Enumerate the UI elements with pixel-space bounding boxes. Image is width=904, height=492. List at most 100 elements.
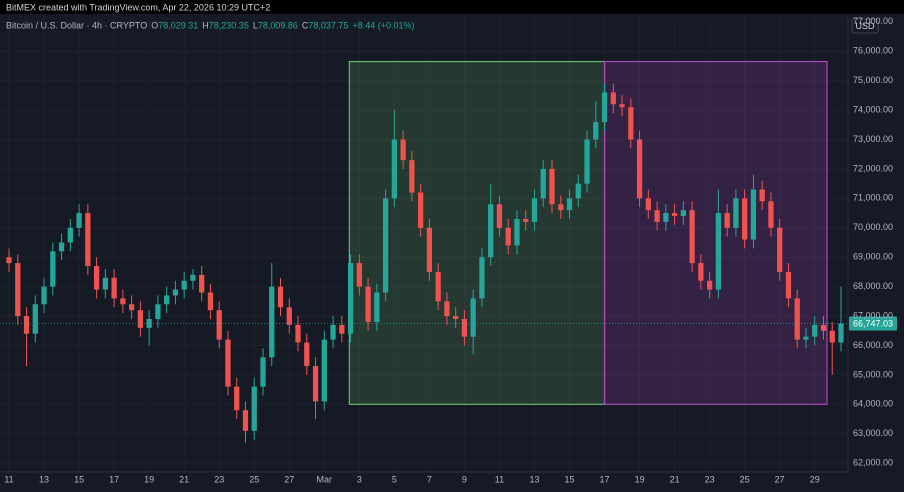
candle-body xyxy=(768,201,774,228)
legend-value: 78,037.75 xyxy=(308,20,348,30)
currency-box[interactable] xyxy=(851,18,879,34)
y-tick-label: 64,000.00 xyxy=(853,399,893,409)
legend-label: H xyxy=(202,20,209,30)
y-tick-label: 69,000.00 xyxy=(853,252,893,262)
y-tick-label: 73,000.00 xyxy=(853,134,893,144)
last-price-tag xyxy=(849,316,897,331)
x-tick-label: 25 xyxy=(249,474,259,484)
candle-body xyxy=(733,198,739,228)
candle-body xyxy=(199,274,205,293)
candle-body xyxy=(295,324,301,343)
candle-body xyxy=(838,323,844,343)
candle-body xyxy=(742,198,748,240)
candle-body xyxy=(698,263,704,281)
candle-body xyxy=(129,304,135,311)
x-tick-label: 25 xyxy=(740,474,750,484)
legend-label: C xyxy=(302,20,309,30)
y-tick-label: 70,000.00 xyxy=(853,222,893,232)
y-tick-label: 72,000.00 xyxy=(853,163,893,173)
y-tick-label: 67,000.00 xyxy=(853,310,893,320)
candle-body xyxy=(330,324,336,340)
candle-body xyxy=(216,310,222,340)
x-tick-label: 23 xyxy=(705,474,715,484)
candle-body xyxy=(312,366,319,402)
candle-body xyxy=(304,342,310,367)
candle-body xyxy=(663,213,669,222)
candle-body xyxy=(234,386,240,411)
time-axis xyxy=(0,472,904,492)
legend-value: 78,029.31 xyxy=(158,20,198,30)
candle-body xyxy=(146,319,152,328)
x-tick-label: Mar xyxy=(317,474,333,484)
candles xyxy=(6,83,844,443)
candle-body xyxy=(67,227,73,243)
x-tick-label: 27 xyxy=(284,474,294,484)
candle-body xyxy=(172,289,179,296)
header: BitMEX created with TradingView.com, Apr… xyxy=(6,2,270,12)
candle-body xyxy=(575,183,581,199)
candle-body xyxy=(654,210,660,222)
last-price-label: 66,747.03 xyxy=(853,318,893,328)
x-tick-label: 17 xyxy=(600,474,610,484)
candle-body xyxy=(435,271,441,302)
x-tick-label: 19 xyxy=(635,474,645,484)
candle-body xyxy=(707,280,713,290)
candle-body xyxy=(628,107,634,140)
candle-body xyxy=(453,316,459,319)
candle-body xyxy=(803,336,809,340)
candle-body xyxy=(190,274,196,281)
candle-body xyxy=(523,218,529,222)
x-tick-label: 23 xyxy=(214,474,224,484)
x-tick-label: 13 xyxy=(529,474,539,484)
candle-body xyxy=(829,330,835,343)
candle-body xyxy=(724,213,730,228)
candle-body xyxy=(102,277,108,290)
candle-body xyxy=(23,316,30,334)
candle-body xyxy=(207,292,214,311)
candle-body xyxy=(479,257,485,299)
candle-body xyxy=(251,386,257,431)
candle-body xyxy=(785,271,792,299)
currency[interactable]: USD xyxy=(855,21,875,31)
candle-body xyxy=(610,92,616,105)
candle-body xyxy=(382,198,389,293)
x-tick-label: 15 xyxy=(74,474,84,484)
legend-value: 78,009.86 xyxy=(258,20,298,30)
candle-body xyxy=(356,263,362,287)
y-tick-label: 65,000.00 xyxy=(853,369,893,379)
candle-body xyxy=(181,280,187,290)
candle-body xyxy=(155,304,161,319)
candle-body xyxy=(470,298,476,337)
candle-body xyxy=(347,263,354,334)
candle-body xyxy=(85,213,91,267)
candle-body xyxy=(50,251,56,287)
legend-symbol: Bitcoin / U.S. Dollar · 4h · CRYPTO xyxy=(6,20,147,30)
x-tick-label: 7 xyxy=(427,474,432,484)
candle-body xyxy=(76,213,82,228)
y-tick-label: 63,000.00 xyxy=(853,428,893,438)
candle-body xyxy=(540,168,546,199)
x-tick-label: 3 xyxy=(357,474,362,484)
legend-label: O xyxy=(151,20,158,30)
y-tick-label: 62,000.00 xyxy=(853,458,893,468)
y-tick-label: 68,000.00 xyxy=(853,281,893,291)
candle-body xyxy=(461,319,468,337)
candle-body xyxy=(418,192,424,228)
candle-body xyxy=(645,198,651,211)
candle-body xyxy=(374,292,380,322)
x-tick-label: 5 xyxy=(392,474,397,484)
y-tick-label: 71,000.00 xyxy=(853,193,893,203)
candle-body xyxy=(794,298,800,340)
candle-body xyxy=(777,227,783,272)
date-price-range xyxy=(348,60,606,405)
candle-body xyxy=(391,139,397,199)
candle-body xyxy=(514,218,520,246)
x-tick-label: 21 xyxy=(179,474,189,484)
x-tick-label: 13 xyxy=(39,474,49,484)
candle-body xyxy=(671,213,678,217)
candle-body xyxy=(488,204,494,258)
candle-body xyxy=(750,189,757,240)
candle-body xyxy=(400,139,406,161)
x-tick-label: 9 xyxy=(462,474,467,484)
